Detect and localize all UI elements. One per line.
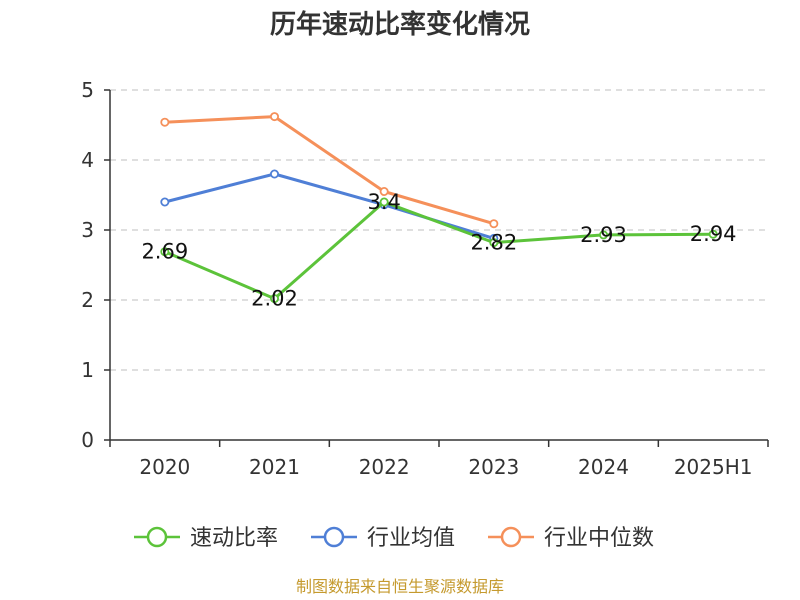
legend-label: 速动比率 (190, 526, 278, 551)
data-point (269, 294, 279, 304)
x-tick-label: 2022 (359, 455, 410, 479)
x-tick-label: 2025H1 (674, 455, 753, 479)
grid-lines (110, 89, 768, 371)
data-label: 2.69 (141, 240, 188, 264)
data-label: 2.93 (580, 223, 627, 247)
series-line-1 (164, 172, 495, 240)
data-point (379, 197, 389, 207)
data-labels: 2.69 2.02 3.4 2.82 2.93 2.94 (141, 190, 736, 311)
data-point (160, 197, 170, 207)
data-point (708, 229, 718, 239)
legend-label: 行业中位数 (544, 526, 654, 551)
series-line-0 (164, 200, 714, 301)
series-group (160, 112, 718, 304)
data-point (160, 117, 170, 127)
x-tick-label: 2021 (249, 455, 300, 479)
data-label: 2.94 (690, 222, 737, 246)
y-tick-label: 4 (81, 148, 94, 172)
data-label: 2.02 (251, 287, 298, 311)
source-note: 制图数据来自恒生聚源数据库 (296, 577, 504, 596)
legend-marker (500, 526, 522, 548)
data-label: 2.82 (470, 231, 517, 255)
data-point (269, 112, 279, 122)
legend-label: 行业均值 (367, 526, 455, 551)
axes: 0 1 2 3 4 5 2020 2021 2022 2023 2024 2025H1 (81, 78, 769, 479)
y-tick-label: 5 (81, 78, 94, 102)
y-tick-label: 2 (81, 288, 94, 312)
y-tick-label: 1 (81, 358, 94, 382)
data-label: 3.4 (367, 190, 400, 214)
data-point (160, 247, 170, 257)
data-point (489, 238, 499, 248)
series-line-2 (164, 115, 495, 226)
data-point (269, 169, 279, 179)
x-tick-label: 2023 (468, 455, 519, 479)
chart-title: 历年速动比率变化情况 (270, 9, 530, 40)
legend-marker (146, 526, 168, 548)
data-point (599, 230, 609, 240)
legend-marker (323, 526, 345, 548)
y-tick-label: 0 (81, 428, 94, 452)
legend: 速动比率 行业均值 行业中位数 (134, 526, 654, 551)
data-point (379, 186, 389, 196)
data-point (489, 219, 499, 229)
x-tick-label: 2024 (578, 455, 629, 479)
y-tick-label: 3 (81, 218, 94, 242)
x-tick-label: 2020 (139, 455, 190, 479)
